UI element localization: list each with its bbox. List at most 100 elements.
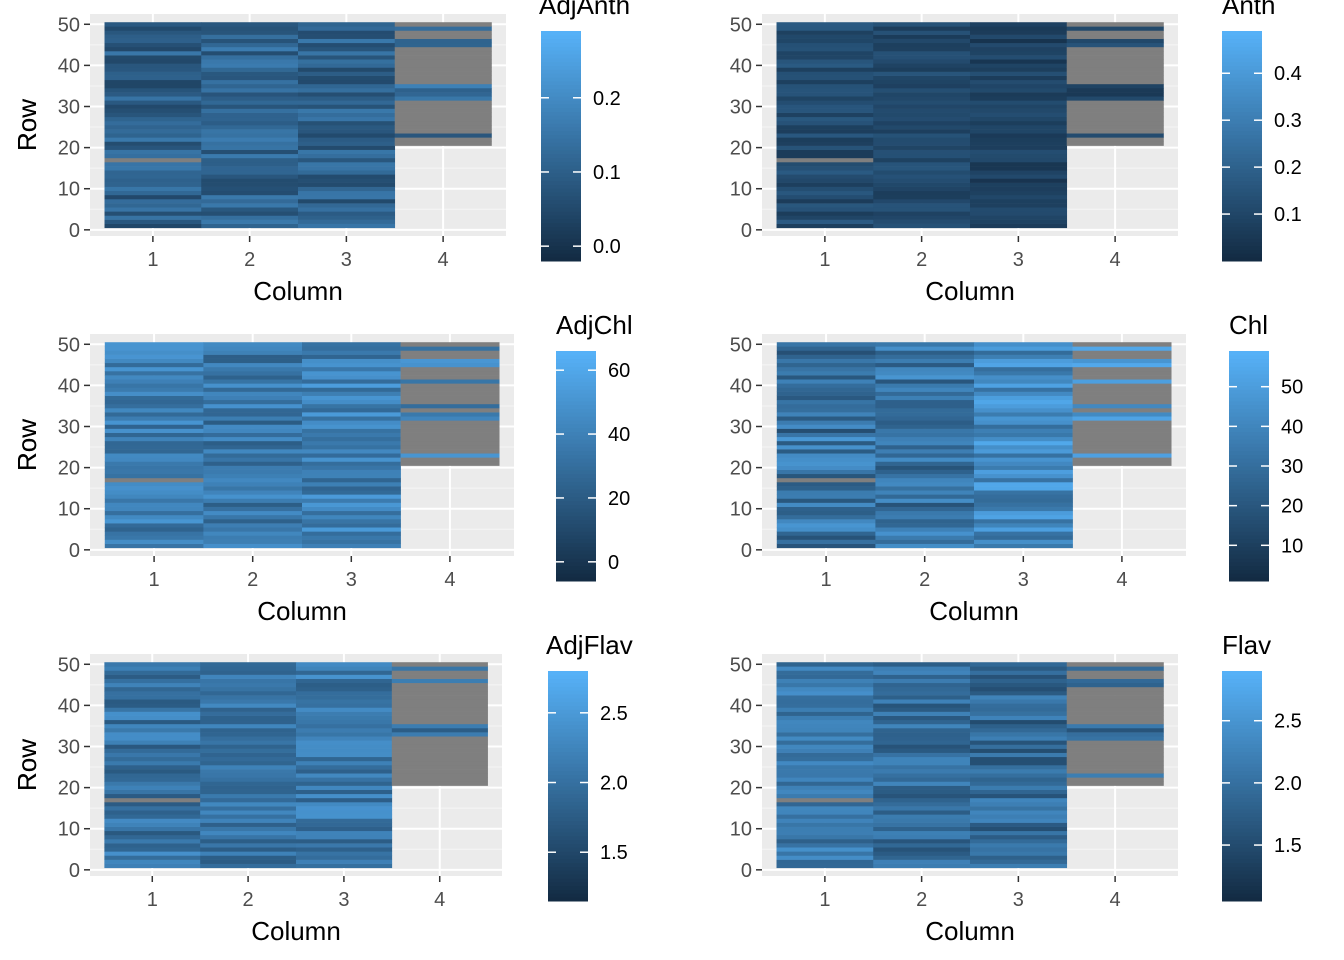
- tile: [970, 802, 1068, 807]
- tile: [203, 523, 303, 528]
- tile: [201, 182, 299, 187]
- tile: [302, 350, 401, 355]
- colorbar-segment: [1222, 740, 1262, 745]
- tile: [104, 88, 202, 93]
- colorbar-segment: [556, 527, 596, 532]
- tile: [298, 100, 396, 105]
- tile: [302, 416, 401, 421]
- tile: [298, 112, 396, 118]
- colorbar-segment: [556, 481, 596, 486]
- tile: [873, 785, 971, 790]
- tile: [302, 510, 401, 516]
- tile: [875, 342, 975, 347]
- tile: [1072, 346, 1172, 351]
- colorbar-segment: [1229, 466, 1269, 471]
- colorbar-segment: [1222, 839, 1262, 844]
- colorbar-segment: [548, 736, 588, 741]
- y-tick-label: 20: [58, 138, 80, 160]
- tile: [970, 699, 1068, 704]
- tile: [776, 424, 876, 429]
- legend-title: AdjAnth: [539, 0, 630, 20]
- colorbar-segment: [541, 123, 581, 128]
- colorbar-segment: [548, 697, 588, 703]
- tile: [974, 543, 1073, 549]
- tile-na: [1072, 428, 1172, 433]
- tile: [873, 182, 971, 187]
- colorbar-segment: [556, 554, 596, 559]
- x-tick-label: 4: [1110, 249, 1121, 271]
- tile: [974, 395, 1073, 401]
- tile: [974, 445, 1073, 450]
- x-tick-label: 1: [819, 889, 830, 911]
- tile: [970, 129, 1068, 134]
- tile: [203, 457, 303, 462]
- tile: [776, 818, 874, 823]
- tile: [104, 116, 202, 122]
- colorbar-segment: [548, 839, 588, 844]
- colorbar-segment: [541, 130, 581, 135]
- tile: [298, 133, 396, 138]
- colorbar-segment: [556, 466, 596, 471]
- tile: [203, 436, 303, 442]
- tile: [104, 424, 204, 429]
- colorbar-segment: [1222, 77, 1262, 82]
- tile: [970, 765, 1068, 770]
- tile: [203, 383, 303, 388]
- tile: [104, 863, 201, 869]
- colorbar-segment: [1229, 546, 1269, 551]
- x-axis-title: Column: [251, 916, 341, 946]
- tile: [970, 662, 1068, 667]
- tile: [970, 703, 1068, 708]
- tile-na: [1066, 691, 1164, 696]
- legend-title: AdjFlav: [546, 630, 633, 660]
- colorbar-segment: [541, 234, 581, 239]
- colorbar-segment: [1229, 531, 1269, 536]
- colorbar-segment: [1222, 728, 1262, 733]
- colorbar-segment: [556, 542, 596, 547]
- tile: [974, 539, 1073, 544]
- tile: [201, 120, 299, 126]
- colorbar-segment: [541, 207, 581, 212]
- colorbar-segment: [548, 824, 588, 829]
- tile: [873, 818, 971, 823]
- tile: [296, 847, 393, 852]
- tile: [873, 830, 971, 836]
- tile: [201, 22, 299, 27]
- colorbar-segment: [556, 443, 596, 448]
- tile: [104, 822, 201, 827]
- tile: [104, 826, 201, 832]
- tile: [873, 174, 971, 179]
- tile: [776, 830, 874, 836]
- tile: [298, 108, 396, 113]
- tile: [203, 354, 303, 359]
- tile: [104, 383, 204, 388]
- tile: [200, 851, 297, 856]
- tile-na: [1066, 125, 1164, 130]
- colorbar-segment: [548, 763, 588, 768]
- colorbar-segment: [1222, 847, 1262, 852]
- colorbar-segment: [541, 42, 581, 47]
- colorbar-segment: [556, 512, 596, 517]
- tile: [201, 83, 299, 89]
- tile-na: [391, 662, 488, 667]
- colorbar-segment: [1222, 184, 1262, 189]
- tile: [873, 199, 971, 204]
- tile: [875, 502, 975, 507]
- tile: [776, 843, 874, 848]
- y-tick-label: 0: [69, 540, 80, 562]
- tile: [104, 34, 202, 39]
- tile: [875, 395, 975, 401]
- tile: [302, 486, 401, 491]
- tile: [296, 744, 393, 749]
- tile: [296, 789, 393, 795]
- colorbar-segment: [556, 523, 596, 528]
- tile: [201, 199, 299, 204]
- tile: [1066, 38, 1164, 44]
- tile: [298, 30, 396, 35]
- colorbar-segment: [1222, 889, 1262, 894]
- tile: [873, 108, 971, 113]
- tile-na: [1072, 375, 1172, 380]
- colorbar-segment: [556, 492, 596, 498]
- colorbar-segment: [541, 245, 581, 250]
- tile: [203, 366, 303, 372]
